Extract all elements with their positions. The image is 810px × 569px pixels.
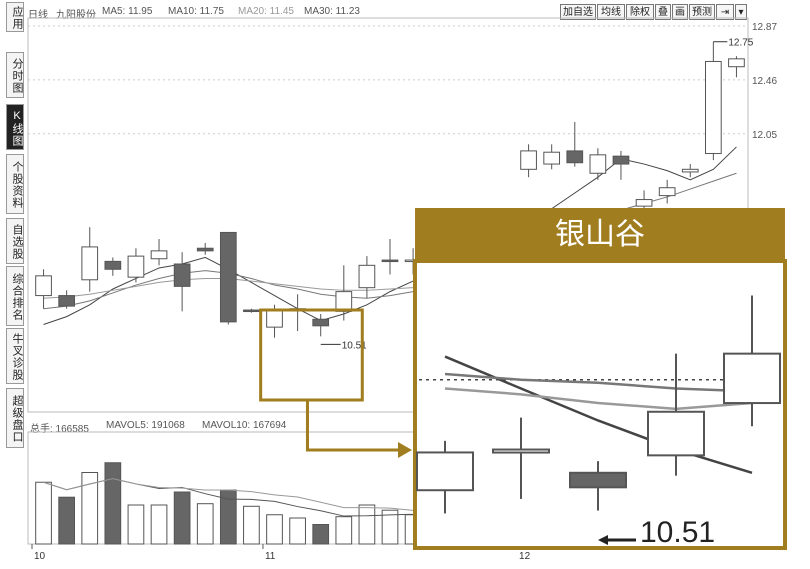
candle-down [381, 259, 399, 263]
y-tick-label-1: 12.46 [752, 76, 777, 87]
candle-up [589, 154, 607, 174]
period-label: 日线 [28, 10, 48, 21]
ma10-value: MA10: 11.75 [168, 6, 224, 17]
candle-up [635, 199, 653, 207]
candle-down [566, 150, 584, 164]
candle-up [543, 151, 561, 165]
candle-up [81, 246, 99, 281]
volume-bar-down [58, 496, 75, 545]
inset-candle-up [647, 410, 705, 457]
y-tick-label-0: 12.87 [752, 22, 777, 33]
candle-up [681, 168, 699, 173]
volume-total: 总手: 166585 [30, 424, 89, 435]
candle-up [728, 58, 745, 68]
low-marker-label: 10.51 [342, 340, 367, 351]
add-watchlist-button[interactable]: 加自选 [560, 4, 596, 20]
candle-down [612, 155, 630, 165]
candle-down [312, 318, 330, 327]
high-marker-label: 12.75 [728, 38, 753, 49]
volume-bar-up [358, 504, 376, 545]
inset-candle-up [492, 448, 550, 454]
overlay-button[interactable]: 叠 [655, 4, 671, 20]
inset-low-arrow-head [598, 535, 608, 545]
ma20-value: MA20: 11.45 [238, 6, 294, 17]
mavol5-value: MAVOL5: 191068 [106, 420, 185, 431]
candle-up [150, 250, 168, 260]
x-tick-label-0: 10 [34, 551, 46, 562]
highlight-box [259, 308, 364, 402]
candle-down [243, 309, 260, 313]
volume-bar-up [150, 504, 168, 545]
candle-up [520, 150, 537, 170]
sidebar-item-kline[interactable]: K线图 [6, 104, 24, 150]
volume-bar-up [81, 472, 99, 545]
inset-candle-up [723, 352, 781, 405]
inset-low-price: 10.51 [640, 516, 716, 549]
sidebar-item-orderbook[interactable]: 超级盘口 [6, 388, 24, 448]
sidebar-item-intraday[interactable]: 分时图 [6, 52, 24, 98]
inset-title: 银山谷 [415, 208, 785, 261]
volume-bar-down [104, 462, 122, 545]
dropdown-icon[interactable]: ▾ [735, 4, 747, 20]
sidebar-item-profile[interactable]: 个股资料 [6, 154, 24, 214]
volume-bar-down [173, 491, 191, 545]
left-toolbar: 应用 分时图 K线图 个股资料 自选股 综合排名 牛叉诊股 超级盘口 [6, 0, 24, 480]
candle-down [173, 263, 191, 287]
rights-adjust-button[interactable]: 除权 [626, 4, 654, 20]
volume-bar-down [312, 524, 330, 545]
x-tick-label-1: 11 [265, 551, 276, 562]
sidebar-item-apps[interactable]: 应用 [6, 2, 24, 32]
ma30-value: MA30: 11.23 [304, 6, 360, 17]
volume-bar-up [266, 514, 283, 545]
inset-ma-line-ma20 [444, 387, 753, 411]
candle-up [266, 309, 283, 328]
sidebar-item-watchlist[interactable]: 自选股 [6, 218, 24, 264]
candle-up [127, 255, 145, 278]
sidebar-item-ranking[interactable]: 综合排名 [6, 266, 24, 326]
inset-candle-up [416, 451, 474, 492]
volume-bar-up [35, 481, 52, 545]
candle-up [705, 60, 722, 155]
candle-up [658, 187, 676, 197]
candle-up [335, 291, 353, 312]
candle-down [219, 231, 237, 323]
stock-name: 九阳股份 [56, 10, 96, 21]
candle-up [358, 264, 376, 289]
candle-down [58, 295, 75, 307]
candle-down [104, 260, 122, 270]
callout-arrow-head [398, 442, 412, 458]
sidebar-item-diagnosis[interactable]: 牛叉诊股 [6, 328, 24, 384]
x-tick-label-2: 12 [519, 551, 531, 562]
volume-bar-up [196, 503, 214, 545]
volume-bar-up [289, 517, 306, 545]
volume-bar-up [381, 509, 399, 545]
candle-up [35, 275, 52, 297]
candle-down [196, 247, 214, 252]
callout-connector [305, 400, 408, 452]
average-line-button[interactable]: 均线 [597, 4, 625, 20]
draw-button[interactable]: 画 [672, 4, 688, 20]
y-tick-label-2: 12.05 [752, 130, 777, 141]
volume-bar-up [243, 505, 260, 545]
inset-ma-line-ma10 [444, 372, 753, 393]
ma5-value: MA5: 11.95 [102, 6, 153, 17]
last-page-icon[interactable]: ⇥ [716, 4, 734, 20]
mavol10-value: MAVOL10: 167694 [202, 420, 287, 431]
forecast-button[interactable]: 预测 [689, 4, 715, 20]
inset-candle-down [569, 471, 627, 489]
volume-bar-up [335, 516, 353, 545]
volume-bar-up [127, 504, 145, 545]
